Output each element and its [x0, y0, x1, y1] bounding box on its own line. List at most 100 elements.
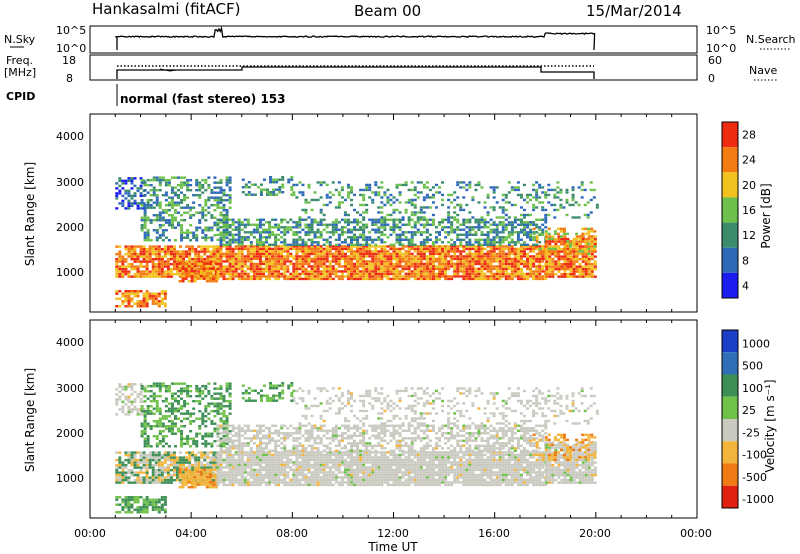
velocity-cell	[204, 404, 208, 408]
power-cell	[365, 247, 369, 251]
power-cell	[231, 241, 235, 244]
velocity-cell	[124, 511, 128, 514]
power-cell	[160, 267, 164, 271]
velocity-cell	[177, 399, 181, 403]
power-cell	[541, 277, 545, 281]
velocity-cell	[197, 466, 201, 469]
velocity-cell	[124, 403, 128, 406]
power-cell	[477, 181, 481, 184]
power-cell	[149, 221, 153, 224]
power-cell	[498, 257, 502, 261]
power-cell	[428, 277, 432, 281]
power-cell	[182, 252, 186, 256]
power-cell	[513, 231, 517, 234]
power-cell	[425, 255, 429, 258]
power-cell	[161, 231, 165, 234]
power-cell	[243, 262, 247, 266]
power-cell	[161, 193, 165, 197]
power-cell	[307, 238, 311, 241]
power-cell	[575, 255, 579, 258]
power-cell	[441, 262, 445, 266]
velocity-cell	[216, 387, 220, 390]
power-cell	[392, 231, 396, 234]
power-cell	[529, 275, 533, 278]
power-colorbar-tick: 20	[742, 179, 756, 192]
power-cell	[204, 198, 208, 202]
power-cell	[228, 270, 232, 273]
power-cell	[139, 245, 143, 248]
power-cell	[584, 272, 588, 276]
power-cell	[202, 272, 206, 275]
power-cell	[301, 245, 305, 248]
power-cell	[340, 231, 344, 234]
power-cell	[349, 257, 353, 261]
power-cell	[377, 250, 381, 253]
power-cell	[575, 240, 579, 243]
power-cell	[115, 267, 119, 271]
power-cell	[337, 238, 341, 241]
power-cell	[353, 233, 357, 236]
power-cell	[529, 193, 533, 197]
power-cell	[465, 260, 469, 263]
power-cell	[198, 219, 202, 222]
power-cell	[280, 267, 284, 271]
power-cell	[170, 221, 174, 224]
power-cell	[343, 275, 347, 278]
power-cell	[513, 260, 517, 263]
power-cell	[277, 262, 281, 266]
power-cell	[237, 265, 241, 268]
power-cell	[495, 186, 499, 189]
power-cell	[180, 181, 184, 184]
velocity-cell	[121, 388, 125, 391]
velocity-cell	[142, 456, 146, 459]
power-cell	[474, 188, 478, 192]
power-cell	[544, 230, 548, 233]
power-cell	[280, 236, 284, 239]
velocity-cell	[225, 382, 229, 385]
power-cell	[392, 257, 396, 261]
power-cell	[560, 255, 564, 258]
power-cell	[362, 262, 366, 266]
power-cell	[201, 191, 205, 194]
power-cell	[343, 252, 347, 256]
velocity-cell	[127, 458, 131, 462]
power-cell	[275, 181, 279, 184]
power-cell	[241, 186, 245, 189]
velocity-cell	[228, 461, 232, 464]
velocity-cell	[151, 451, 155, 454]
power-cell	[556, 186, 560, 189]
power-cell	[434, 277, 438, 281]
power-cell	[346, 260, 350, 263]
power-cell	[507, 201, 511, 204]
power-cell	[474, 277, 478, 281]
power-cell	[197, 255, 201, 258]
velocity-cell	[219, 481, 223, 484]
power-cell	[371, 265, 375, 268]
velocity-cell	[180, 432, 184, 435]
power-cell	[413, 277, 417, 281]
power-cell	[592, 188, 596, 192]
power-cell	[177, 221, 181, 224]
power-cell	[249, 270, 253, 273]
power-cell	[316, 252, 320, 256]
velocity-cell	[124, 451, 128, 454]
power-cell	[316, 231, 320, 234]
power-cell	[510, 233, 514, 236]
power-cell	[258, 223, 262, 226]
power-cell	[419, 233, 423, 236]
velocity-cell	[155, 425, 159, 428]
velocity-cell	[172, 458, 176, 462]
power-cell	[265, 250, 269, 253]
power-cell	[492, 231, 496, 234]
velocity-cell	[219, 412, 223, 415]
power-cell	[180, 198, 184, 202]
power-cell	[301, 260, 305, 263]
power-cell	[240, 238, 244, 241]
power-cell	[225, 243, 229, 246]
power-cell	[404, 257, 408, 261]
power-cell	[208, 277, 212, 280]
power-cell	[115, 270, 119, 273]
power-cell	[456, 196, 460, 199]
power-cell	[498, 277, 502, 281]
power-cell	[516, 270, 520, 273]
